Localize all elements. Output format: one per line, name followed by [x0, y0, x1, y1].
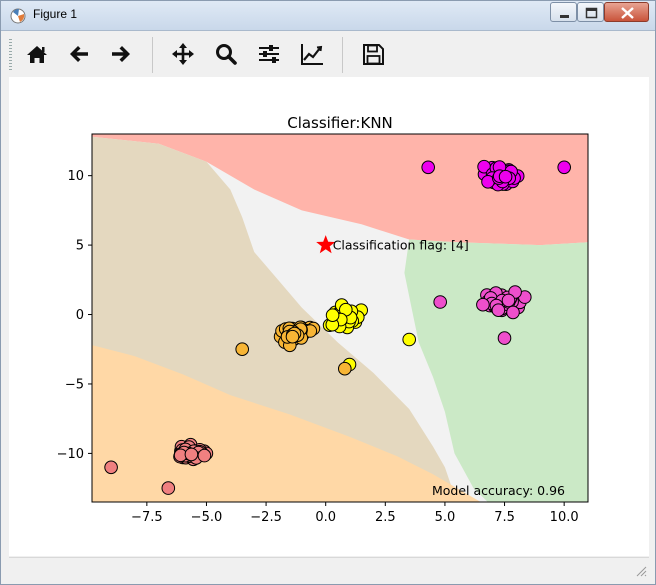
maximize-icon: [585, 7, 598, 19]
toolbar-separator: [342, 37, 343, 73]
data-point-outlier: [402, 332, 417, 347]
region-class-4: [404, 239, 588, 502]
data-point-outlier: [235, 342, 249, 357]
data-point-cluster-0: [498, 169, 513, 184]
forward-button[interactable]: [103, 36, 139, 72]
data-point-outlier: [557, 160, 572, 175]
x-tick-label: −5.0: [191, 510, 223, 525]
window-title: Figure 1: [33, 7, 78, 21]
data-point-cluster-1: [476, 297, 490, 312]
chart-title: Classifier:KNN: [287, 114, 393, 132]
data-point-outlier: [433, 295, 448, 309]
sliders-icon: [259, 45, 279, 63]
data-point-cluster-3: [285, 329, 300, 344]
maximize-button[interactable]: [577, 2, 604, 22]
status-bar: [9, 557, 649, 579]
save-button[interactable]: [355, 36, 391, 72]
x-tick-label: −7.5: [131, 510, 163, 525]
data-point-cluster-2: [325, 308, 340, 322]
x-tick-label: 2.5: [375, 510, 396, 525]
x-tick-label: −2.5: [250, 510, 282, 525]
save-icon: [363, 44, 384, 65]
x-tick-label: 7.5: [494, 510, 515, 525]
toolbar-grip[interactable]: [9, 39, 12, 71]
knn-chart[interactable]: −7.5 −5.0 −2.5 0.0 2.5 5.0 7.5 10.0 10 5 0 −5 −10 C…: [1, 77, 656, 557]
minimize-icon: [560, 15, 569, 18]
pan-button[interactable]: [165, 36, 201, 72]
toolbar-separator: [152, 37, 153, 73]
classification-flag-star: [316, 235, 336, 254]
close-icon: [621, 7, 634, 19]
close-button[interactable]: [604, 2, 649, 22]
forward-arrow-icon: [112, 46, 130, 62]
x-tick-label: 0.0: [315, 510, 336, 525]
data-point-cluster-4: [184, 447, 199, 462]
window-edge: [1, 77, 9, 577]
home-button[interactable]: [19, 36, 55, 72]
data-point-outlier: [104, 460, 118, 475]
y-tick-label: 5: [76, 239, 84, 254]
model-accuracy-label: Model accuracy: 0.96: [432, 483, 565, 498]
zoom-icon: [216, 44, 237, 65]
subplots-button[interactable]: [251, 36, 287, 72]
home-icon: [27, 46, 47, 63]
data-point-outlier: [497, 331, 512, 345]
scatter-points: [104, 159, 572, 495]
classification-flag-label: Classification flag: [4]: [333, 238, 469, 253]
minimize-button[interactable]: [550, 2, 577, 22]
y-tick-label: 0: [76, 308, 84, 323]
data-point-cluster-1: [506, 305, 520, 320]
y-tick-label: −10: [57, 447, 84, 462]
x-tick-label: 10.0: [550, 510, 579, 525]
zoom-button[interactable]: [208, 36, 244, 72]
data-point-outlier: [161, 481, 176, 495]
data-point-outlier: [421, 160, 436, 175]
y-tick-label: −5: [65, 377, 84, 392]
edit-axis-button[interactable]: [294, 36, 330, 72]
resize-grip-icon[interactable]: [635, 565, 647, 577]
move-icon: [172, 43, 194, 65]
data-point-outlier: [338, 361, 352, 376]
data-point-cluster-4: [197, 448, 212, 463]
x-tick-label: 5.0: [435, 510, 456, 525]
x-axis: −7.5 −5.0 −2.5 0.0 2.5 5.0 7.5 10.0: [131, 502, 579, 525]
back-button[interactable]: [61, 36, 97, 72]
y-tick-label: 10: [67, 169, 84, 184]
plot-frame: [91, 133, 589, 503]
data-point-cluster-1: [501, 293, 516, 308]
back-arrow-icon: [70, 46, 88, 62]
chart-line-icon: [301, 44, 323, 65]
title-bar[interactable]: Figure 1: [1, 1, 655, 31]
y-axis: 10 5 0 −5 −10: [57, 169, 92, 462]
data-point-cluster-1: [491, 303, 506, 317]
matplotlib-icon: [10, 8, 26, 24]
region-class-0: [92, 134, 588, 246]
